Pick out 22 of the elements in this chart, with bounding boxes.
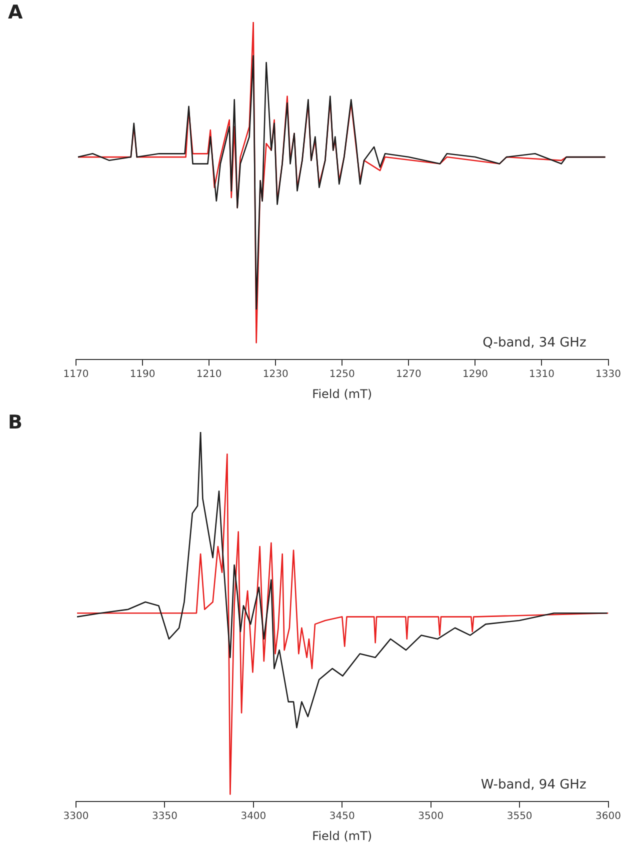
x-tick-label: 3450 <box>329 811 355 822</box>
x-tick-label: 3500 <box>418 811 444 822</box>
x-axis-title: Field (mT) <box>312 828 372 843</box>
x-tick-label: 1310 <box>529 369 554 380</box>
x-tick-label: 3400 <box>240 811 266 822</box>
x-tick-label: 1290 <box>462 369 488 380</box>
chart-title: A <box>8 1 23 24</box>
annotation: Q-band, 34 GHz <box>482 335 586 350</box>
x-tick-label: 1270 <box>396 369 422 380</box>
x-tick-label: 3300 <box>63 811 89 822</box>
x-tick-label: 3550 <box>506 811 532 822</box>
x-tick-label: 3350 <box>152 811 178 822</box>
annotation: W-band, 94 GHz <box>480 777 586 792</box>
x-tick-label: 3600 <box>596 811 621 822</box>
x-tick-label: 1330 <box>596 369 621 380</box>
x-tick-label: 1190 <box>130 369 156 380</box>
chart-title: B <box>8 411 22 434</box>
x-tick-label: 1250 <box>329 369 355 380</box>
x-tick-label: 1170 <box>63 369 89 380</box>
x-axis-title: Field (mT) <box>312 386 372 401</box>
x-tick-label: 1230 <box>262 369 288 380</box>
x-tick-label: 1210 <box>196 369 222 380</box>
